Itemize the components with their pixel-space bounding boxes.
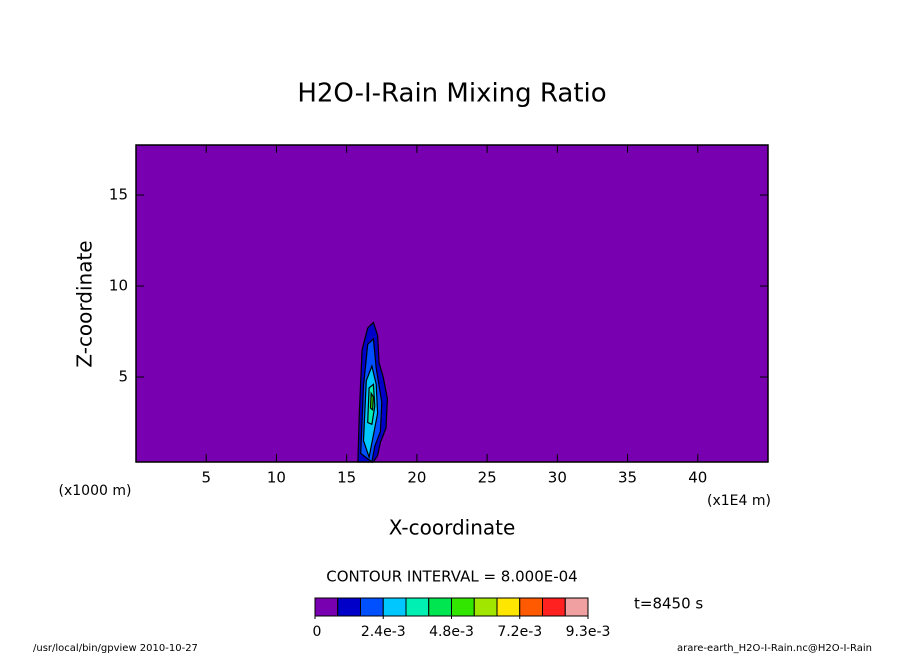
colorbar-box xyxy=(428,597,452,617)
colorbar-label: 9.3e-3 xyxy=(566,624,611,640)
x-tick-label: 40 xyxy=(688,469,707,487)
x-unit-right: (x1E4 m) xyxy=(707,493,771,509)
y-tick-label: 15 xyxy=(109,186,128,204)
colorbar-box xyxy=(451,597,475,617)
colorbar-box xyxy=(314,597,339,617)
contour-interval: CONTOUR INTERVAL = 8.000E-04 xyxy=(326,568,577,586)
x-tick-label: 35 xyxy=(618,469,637,487)
colorbar-box xyxy=(564,597,589,617)
colorbar-label: 4.8e-3 xyxy=(429,624,474,640)
x-tick-label: 25 xyxy=(478,469,497,487)
chart-title: H2O-I-Rain Mixing Ratio xyxy=(297,79,606,109)
colorbar-box xyxy=(382,597,407,617)
y-axis-label: Z-coordinate xyxy=(73,240,97,367)
footer-right: arare-earth_H2O-I-Rain.nc@H2O-I-Rain xyxy=(677,643,872,654)
plot-frame xyxy=(135,144,769,463)
colorbar-box xyxy=(473,597,498,617)
plot-background xyxy=(136,145,768,462)
colorbar-box xyxy=(405,597,430,617)
contour-region xyxy=(369,391,375,412)
colorbar-label: 7.2e-3 xyxy=(497,624,542,640)
time-label: t=8450 s xyxy=(634,595,703,613)
x-axis-label: X-coordinate xyxy=(389,516,516,540)
x-tick-label: 5 xyxy=(201,469,211,487)
footer-left: /usr/local/bin/gpview 2010-10-27 xyxy=(33,643,198,654)
colorbar-box xyxy=(496,597,521,617)
x-tick-label: 20 xyxy=(407,469,426,487)
colorbar-label: 0 xyxy=(313,624,322,640)
x-tick-label: 30 xyxy=(548,469,567,487)
y-tick-label: 10 xyxy=(109,277,128,295)
colorbar-box xyxy=(542,597,566,617)
colorbar-box xyxy=(360,597,384,617)
x-tick-label: 10 xyxy=(267,469,286,487)
colorbar-label: 2.4e-3 xyxy=(361,624,406,640)
y-tick-label: 5 xyxy=(118,368,128,386)
x-tick-label: 15 xyxy=(337,469,356,487)
colorbar-box xyxy=(337,597,361,617)
colorbar-box xyxy=(519,597,543,617)
x-unit-left: (x1000 m) xyxy=(59,483,132,499)
